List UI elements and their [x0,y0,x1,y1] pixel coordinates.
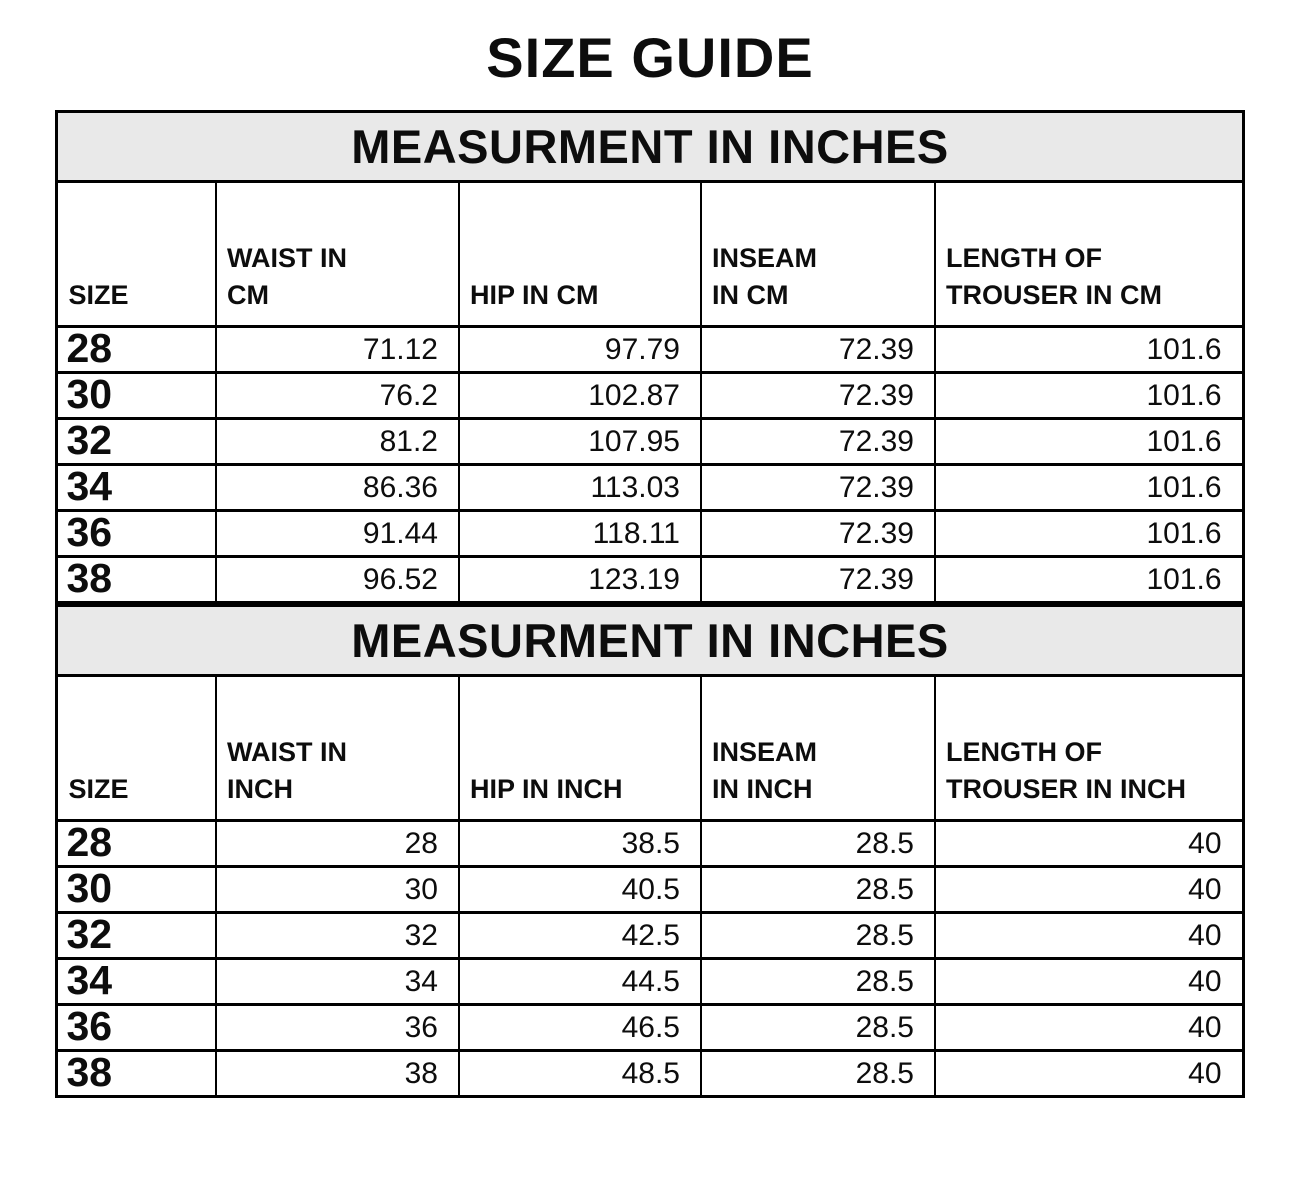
inseam-cell: 72.39 [699,463,936,512]
table-row: 28 28 38.5 28.5 40 [55,819,1245,868]
column-header-row: SIZE WAIST IN INCH HIP IN INCH INSEAM IN… [55,674,1245,822]
column-header-trouser-length: LENGTH OF TROUSER IN CM [933,180,1245,328]
band-row: MEASURMENT IN INCHES [55,604,1245,677]
hip-cell: 107.95 [457,417,702,466]
size-cell: 32 [55,911,217,960]
column-header-waist: WAIST IN INCH [214,674,460,822]
table-row: 34 86.36 113.03 72.39 101.6 [55,463,1245,512]
table-row: 30 30 40.5 28.5 40 [55,865,1245,914]
waist-cell: 36 [214,1003,460,1052]
table-row: 38 96.52 123.19 72.39 101.6 [55,555,1245,604]
waist-cell: 96.52 [214,555,460,604]
inseam-cell: 72.39 [699,417,936,466]
hip-cell: 42.5 [457,911,702,960]
size-cell: 38 [55,555,217,604]
waist-cell: 30 [214,865,460,914]
page-title: SIZE GUIDE [486,26,814,89]
trouser-length-cell: 101.6 [933,555,1245,604]
hip-cell: 102.87 [457,371,702,420]
column-header-trouser-length: LENGTH OF TROUSER IN INCH [933,674,1245,822]
trouser-length-cell: 40 [933,1003,1245,1052]
column-header-row: SIZE WAIST IN CM HIP IN CM INSEAM IN CM … [55,180,1245,328]
table-row: 34 34 44.5 28.5 40 [55,957,1245,1006]
column-header-size: SIZE [55,180,217,328]
waist-cell: 76.2 [214,371,460,420]
waist-cell: 91.44 [214,509,460,558]
hip-cell: 38.5 [457,819,702,868]
waist-cell: 32 [214,911,460,960]
size-cell: 34 [55,463,217,512]
column-header-waist: WAIST IN CM [214,180,460,328]
trouser-length-cell: 40 [933,911,1245,960]
measurement-table-cm: MEASURMENT IN INCHES SIZE WAIST IN CM HI… [55,110,1245,604]
inseam-cell: 28.5 [699,957,936,1006]
table-row: 36 36 46.5 28.5 40 [55,1003,1245,1052]
table-row: 28 71.12 97.79 72.39 101.6 [55,325,1245,374]
hip-cell: 44.5 [457,957,702,1006]
column-header-inseam: INSEAM IN CM [699,180,936,328]
waist-cell: 71.12 [214,325,460,374]
trouser-length-cell: 101.6 [933,463,1245,512]
measurement-table-inch: MEASURMENT IN INCHES SIZE WAIST IN INCH … [55,604,1245,1098]
inseam-cell: 72.39 [699,509,936,558]
waist-cell: 28 [214,819,460,868]
size-cell: 30 [55,371,217,420]
band-row: MEASURMENT IN INCHES [55,110,1245,183]
size-cell: 28 [55,325,217,374]
table-row: 32 81.2 107.95 72.39 101.6 [55,417,1245,466]
table-row: 38 38 48.5 28.5 40 [55,1049,1245,1098]
column-header-size: SIZE [55,674,217,822]
waist-cell: 38 [214,1049,460,1098]
waist-cell: 81.2 [214,417,460,466]
trouser-length-cell: 101.6 [933,325,1245,374]
hip-cell: 97.79 [457,325,702,374]
column-header-hip: HIP IN INCH [457,674,702,822]
column-header-hip: HIP IN CM [457,180,702,328]
inseam-cell: 28.5 [699,819,936,868]
size-cell: 28 [55,819,217,868]
waist-cell: 34 [214,957,460,1006]
size-cell: 30 [55,865,217,914]
inseam-cell: 28.5 [699,911,936,960]
trouser-length-cell: 40 [933,865,1245,914]
size-cell: 38 [55,1049,217,1098]
hip-cell: 46.5 [457,1003,702,1052]
inseam-cell: 28.5 [699,1003,936,1052]
trouser-length-cell: 101.6 [933,509,1245,558]
size-cell: 36 [55,509,217,558]
table-band-title: MEASURMENT IN INCHES [55,110,1245,183]
table-row: 30 76.2 102.87 72.39 101.6 [55,371,1245,420]
inseam-cell: 72.39 [699,325,936,374]
hip-cell: 113.03 [457,463,702,512]
hip-cell: 118.11 [457,509,702,558]
size-cell: 34 [55,957,217,1006]
size-cell: 36 [55,1003,217,1052]
table-row: 36 91.44 118.11 72.39 101.6 [55,509,1245,558]
waist-cell: 86.36 [214,463,460,512]
column-header-inseam: INSEAM IN INCH [699,674,936,822]
trouser-length-cell: 101.6 [933,371,1245,420]
table-row: 32 32 42.5 28.5 40 [55,911,1245,960]
trouser-length-cell: 101.6 [933,417,1245,466]
trouser-length-cell: 40 [933,1049,1245,1098]
trouser-length-cell: 40 [933,819,1245,868]
hip-cell: 123.19 [457,555,702,604]
inseam-cell: 28.5 [699,865,936,914]
inseam-cell: 72.39 [699,555,936,604]
size-cell: 32 [55,417,217,466]
trouser-length-cell: 40 [933,957,1245,1006]
hip-cell: 48.5 [457,1049,702,1098]
table-band-title: MEASURMENT IN INCHES [55,604,1245,677]
inseam-cell: 28.5 [699,1049,936,1098]
inseam-cell: 72.39 [699,371,936,420]
hip-cell: 40.5 [457,865,702,914]
